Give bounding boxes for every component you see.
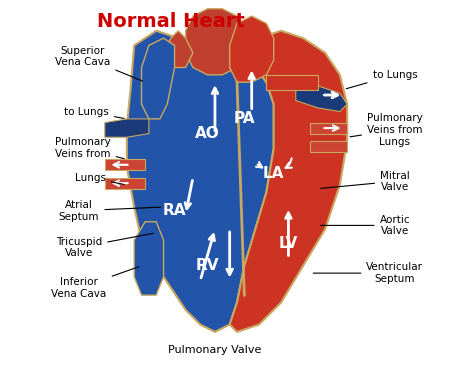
Text: Aortic
Valve: Aortic Valve [320, 215, 410, 236]
Text: Lungs: Lungs [74, 173, 124, 185]
Text: AO: AO [195, 126, 220, 141]
Polygon shape [105, 159, 145, 170]
Text: Tricuspid
Valve: Tricuspid Valve [56, 233, 154, 258]
Text: LA: LA [263, 166, 284, 181]
Text: PA: PA [234, 111, 255, 127]
Polygon shape [105, 119, 149, 137]
Polygon shape [310, 122, 347, 134]
Text: Pulmonary
Veins from
Lungs: Pulmonary Veins from Lungs [350, 113, 423, 147]
Text: RA: RA [163, 203, 186, 218]
Polygon shape [208, 31, 347, 332]
Text: Pulmonary
Veins from: Pulmonary Veins from [55, 138, 124, 159]
Text: to Lungs: to Lungs [64, 107, 124, 118]
Polygon shape [266, 75, 318, 90]
Polygon shape [134, 222, 164, 295]
Text: to Lungs: to Lungs [346, 70, 417, 89]
Polygon shape [164, 31, 193, 67]
Text: Superior
Vena Cava: Superior Vena Cava [55, 46, 143, 81]
Text: RV: RV [196, 258, 219, 273]
Polygon shape [105, 178, 145, 189]
Polygon shape [186, 9, 244, 75]
Text: LV: LV [279, 236, 298, 251]
Text: Pulmonary Valve: Pulmonary Valve [168, 345, 262, 355]
Polygon shape [142, 38, 174, 119]
Polygon shape [296, 86, 347, 112]
Polygon shape [230, 16, 273, 82]
Text: Ventricular
Septum: Ventricular Septum [313, 262, 423, 284]
Text: Inferior
Vena Cava: Inferior Vena Cava [52, 267, 139, 299]
Text: Atrial
Septum: Atrial Septum [59, 200, 161, 222]
Polygon shape [127, 31, 273, 332]
Text: Normal Heart: Normal Heart [97, 13, 245, 31]
Polygon shape [310, 141, 347, 152]
Text: Mitral
Valve: Mitral Valve [320, 171, 410, 192]
